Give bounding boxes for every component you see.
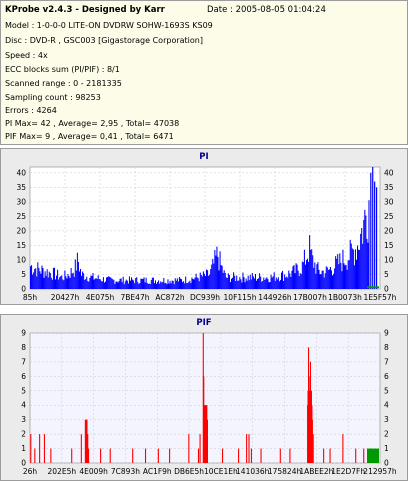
pif-xtick-label: 1ABEE2h [299, 467, 333, 476]
pif-ytick-label-left: 7 [21, 357, 26, 366]
pif-ytick-label-right: 3 [384, 415, 389, 424]
pi-xtick-label: AC872h [155, 293, 185, 302]
pi-xtick-label: 20427h [51, 293, 80, 302]
pi-ytick-label-left: 25 [16, 212, 26, 221]
pif-ytick-label-right: 1 [384, 444, 389, 453]
pif-xtick-label: 175824h [268, 467, 302, 476]
pi-chart-title: PI [199, 152, 209, 162]
pi-xtick-label: 85h [23, 293, 38, 302]
pif-xtick-label: 10CE1Eh [204, 467, 238, 476]
pi-xtick-label: 4E075h [86, 293, 115, 302]
pif-ytick-label-left: 2 [21, 430, 26, 439]
info-ecc-blocks: ECC blocks sum (PI/PIF) : 8/1 [5, 65, 120, 74]
app-title: KProbe v2.4.3 - Designed by Karr [5, 5, 165, 15]
pi-ytick-label-left: 40 [16, 168, 26, 177]
pif-ytick-label-left: 9 [21, 329, 26, 338]
pif-ytick-label-left: 6 [21, 372, 26, 381]
pif-xtick-label: 1E2D7Fh [331, 467, 365, 476]
pi-xtick-label: 1B0073h [328, 293, 362, 302]
pi-xtick-label: 7BE47h [121, 293, 150, 302]
pi-ytick-label-left: 10 [16, 255, 26, 264]
pif-ytick-label-left: 8 [21, 343, 26, 352]
pif-end-marker [367, 448, 379, 463]
pif-xtick-label: 26h [23, 467, 38, 476]
pif-ytick-label-right: 0 [384, 459, 389, 468]
pif-ytick-label-right: 6 [384, 372, 389, 381]
info-model: Model : 1-0-0-0 LITE-ON DVDRW SOHW-1693S… [5, 21, 213, 30]
pif-ytick-label-right: 8 [384, 343, 389, 352]
pif-chart-panel: PIF 0 0 1 1 2 2 3 3 4 4 5 5 6 6 7 7 8 8 9 9 26h 202E5h 4E009h 7… [0, 314, 408, 481]
pif-ytick-label-right: 9 [384, 329, 389, 338]
pi-ytick-label-right: 30 [384, 197, 394, 206]
pi-chart-panel: PI 0 0 5 5 10 10 15 15 20 20 25 25 30 30 35 35 40 40 85h 20… [0, 148, 408, 305]
info-panel: KProbe v2.4.3 - Designed by Karr Date : … [0, 0, 408, 145]
pif-xtick-label: 7C893h [111, 467, 140, 476]
info-pif-summary: PIF Max= 9 , Average= 0,41 , Total= 6471 [5, 132, 174, 141]
pi-ytick-label-left: 0 [21, 285, 26, 294]
pif-xtick-label: 141036h [236, 467, 270, 476]
pi-ytick-label-left: 30 [16, 197, 26, 206]
pif-xtick-label: 212957h [363, 467, 397, 476]
pi-xtick-label: 1E5F57h [364, 293, 397, 302]
info-sampling-count: Sampling count : 98253 [5, 93, 101, 102]
info-speed: Speed : 4x [5, 51, 48, 60]
scan-date: Date : 2005-08-05 01:04:24 [207, 5, 326, 15]
pif-xtick-label: AC1F9h [143, 467, 172, 476]
pi-xtick-label: 17B007h [293, 293, 327, 302]
pi-xtick-label: DC939h [190, 293, 220, 302]
info-scanned-range: Scanned range : 0 - 2181335 [5, 79, 122, 88]
pi-ytick-label-right: 25 [384, 212, 394, 221]
pif-ytick-label-left: 4 [21, 401, 26, 410]
pif-xtick-label: 4E009h [79, 467, 108, 476]
pi-ytick-label-right: 10 [384, 255, 394, 264]
pi-ytick-label-left: 35 [16, 183, 26, 192]
pif-ytick-label-right: 5 [384, 386, 389, 395]
pif-chart-title: PIF [196, 318, 212, 328]
pif-chart: 0 0 1 1 2 2 3 3 4 4 5 5 6 6 7 7 8 8 9 9 26h 202E5h 4E009h 7C893… [21, 329, 397, 477]
pif-ytick-label-left: 1 [21, 444, 26, 453]
pi-ytick-label-right: 20 [384, 226, 394, 235]
pif-ytick-label-left: 3 [21, 415, 26, 424]
pi-ytick-label-right: 0 [384, 285, 389, 294]
info-pi-summary: PI Max= 42 , Average= 2,95 , Total= 4703… [5, 119, 180, 128]
pi-ytick-label-right: 5 [384, 270, 389, 279]
pi-ytick-label-right: 35 [384, 183, 394, 192]
pif-xtick-label: 202E5h [48, 467, 77, 476]
pif-xtick-label: DB6E5h [174, 467, 204, 476]
pif-ytick-label-right: 2 [384, 430, 389, 439]
pi-ytick-label-right: 40 [384, 168, 394, 177]
pif-ytick-label-right: 7 [384, 357, 389, 366]
info-disc: Disc : DVD-R , GSC003 [Gigastorage Corpo… [5, 36, 203, 45]
pif-ytick-label-left: 0 [21, 459, 26, 468]
pi-ytick-label-left: 15 [16, 241, 26, 250]
pi-ytick-label-left: 20 [16, 226, 26, 235]
pi-ytick-label-left: 5 [21, 270, 26, 279]
pif-ytick-label-right: 4 [384, 401, 389, 410]
pi-xtick-label: 144926h [258, 293, 292, 302]
pif-ytick-label-left: 5 [21, 386, 26, 395]
info-errors: Errors : 4264 [5, 106, 57, 115]
pi-xtick-label: 10F115h [224, 293, 257, 302]
pi-chart: 0 0 5 5 10 10 15 15 20 20 25 25 30 30 35 35 40 40 85h 20427… [16, 166, 397, 302]
pi-ytick-label-right: 15 [384, 241, 394, 250]
